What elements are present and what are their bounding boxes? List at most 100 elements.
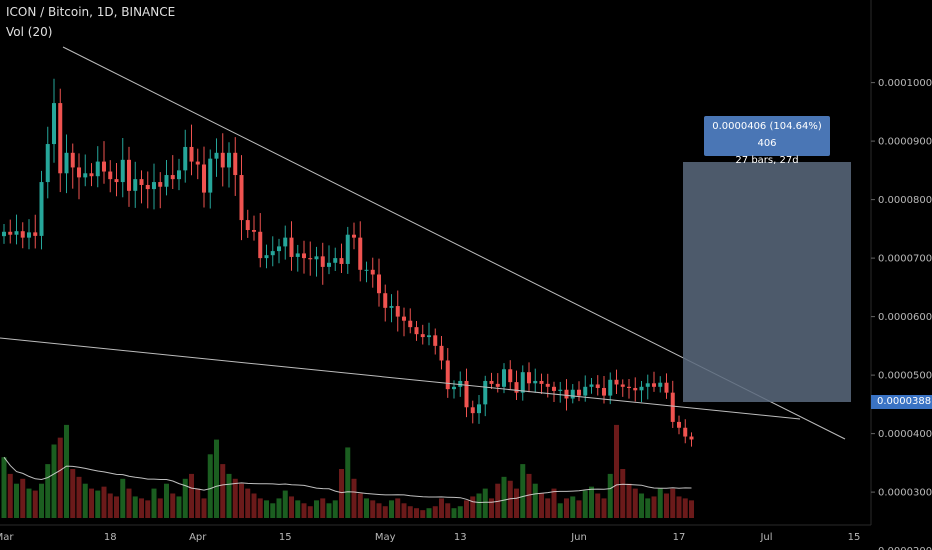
candle-body — [58, 103, 63, 174]
candle-body — [352, 234, 356, 238]
date-tick-label: 17 — [673, 532, 686, 543]
volume-bar — [245, 488, 251, 518]
date-tick-label: 15 — [848, 532, 861, 543]
candlesticks — [2, 78, 694, 447]
date-tick-label: Mar — [0, 532, 14, 543]
volume-bar — [276, 498, 282, 518]
volume-bar — [464, 500, 469, 518]
volume-bar — [207, 454, 213, 518]
candle-body — [114, 179, 119, 183]
candle-body — [314, 256, 319, 260]
volume-bar — [139, 498, 144, 518]
price-axis[interactable]: 0.0001000 0.0000900 0.0000800 0.0000700 0.00… — [871, 78, 932, 550]
volume-bar — [420, 510, 426, 518]
candle-body — [439, 345, 444, 361]
volume-bar — [607, 473, 613, 518]
candle-body — [327, 262, 331, 267]
volume-bar — [151, 488, 157, 518]
volume-bar — [114, 496, 119, 518]
volume-bar — [45, 464, 51, 518]
volume-bar — [239, 483, 244, 518]
lower-trendline[interactable] — [0, 337, 801, 420]
candle-body — [308, 258, 313, 260]
candle-body — [20, 231, 25, 238]
volume-bar — [432, 506, 438, 518]
candle-body — [127, 159, 131, 191]
date-tick-label: Jul — [759, 532, 772, 543]
candle-body — [233, 152, 238, 176]
volume-bar — [582, 490, 588, 518]
candle-body — [420, 334, 425, 338]
candle-body — [433, 335, 438, 346]
volume-bar — [395, 498, 401, 518]
candle-body — [183, 146, 188, 171]
volume-bar — [301, 503, 307, 518]
price-tick-label: 0.0000900 — [878, 137, 932, 148]
volume-bar — [445, 503, 451, 518]
volume-bar — [539, 493, 544, 518]
candle-body — [627, 386, 631, 388]
date-tick-label: Apr — [189, 532, 207, 543]
volume-indicator-label[interactable]: Vol (20) — [6, 25, 53, 39]
candle-body — [83, 173, 88, 178]
candle-body — [495, 383, 500, 387]
time-axis[interactable]: Mar 18 Apr 15 May 13 Jun 17 Jul 15 — [0, 524, 871, 543]
candle-body — [664, 382, 669, 393]
volume-bar — [26, 488, 32, 518]
candle-body — [502, 369, 506, 387]
volume-bar — [164, 483, 169, 518]
volume-bar — [457, 506, 463, 518]
price-tick-label: 0.0000800 — [878, 195, 932, 206]
price-tick-label: 0.0000300 — [878, 488, 932, 499]
volume-bar — [557, 503, 563, 518]
volume-bar — [201, 498, 207, 518]
volume-bar — [351, 478, 357, 518]
candle-body — [533, 380, 538, 384]
measure-range-box[interactable] — [683, 162, 851, 402]
candle-body — [470, 407, 475, 414]
volume-bar — [601, 498, 607, 518]
candle-body — [220, 152, 225, 168]
candle-body — [102, 161, 106, 172]
candle-body — [564, 389, 569, 399]
volume-bar — [89, 488, 94, 518]
last-price-tag: 0.0000388 — [871, 395, 932, 409]
candle-body — [77, 167, 81, 178]
volume-bar — [451, 508, 457, 518]
candle-body — [414, 327, 419, 335]
candle-body — [427, 335, 431, 338]
volume-bar — [620, 469, 626, 518]
volume-bar — [576, 500, 582, 518]
volume-bar — [570, 496, 576, 518]
symbol-title: ICON / Bitcoin, 1D, BINANCE — [6, 5, 176, 19]
volume-bar — [220, 464, 226, 518]
candle-body — [177, 170, 181, 180]
volume-ma-line — [3, 456, 692, 504]
volume-bar — [470, 496, 476, 518]
volume-bar — [651, 496, 657, 518]
date-tick-label: May — [375, 532, 396, 543]
volume-bar — [189, 473, 194, 518]
volume-bar — [489, 498, 494, 518]
candle-body — [464, 380, 469, 408]
volume-bar — [214, 439, 219, 518]
volume-bar — [545, 498, 551, 518]
candle-body — [133, 179, 138, 191]
volume-bar — [514, 488, 519, 518]
candle-body — [70, 152, 75, 168]
volume-bar — [507, 480, 513, 518]
volume-bar — [289, 496, 294, 518]
volume-bar — [1, 457, 7, 518]
candle-body — [489, 380, 494, 384]
candle-body — [283, 237, 288, 247]
candle-body — [670, 392, 675, 422]
candle-body — [589, 384, 594, 387]
measure-change: 0.0000406 (104.64%) 406 — [712, 121, 822, 149]
volume-bar — [314, 500, 319, 518]
candle-body — [64, 152, 69, 174]
candle-body — [52, 103, 56, 145]
volume-bar — [107, 493, 113, 518]
candle-body — [2, 231, 6, 237]
candle-body — [45, 144, 50, 183]
